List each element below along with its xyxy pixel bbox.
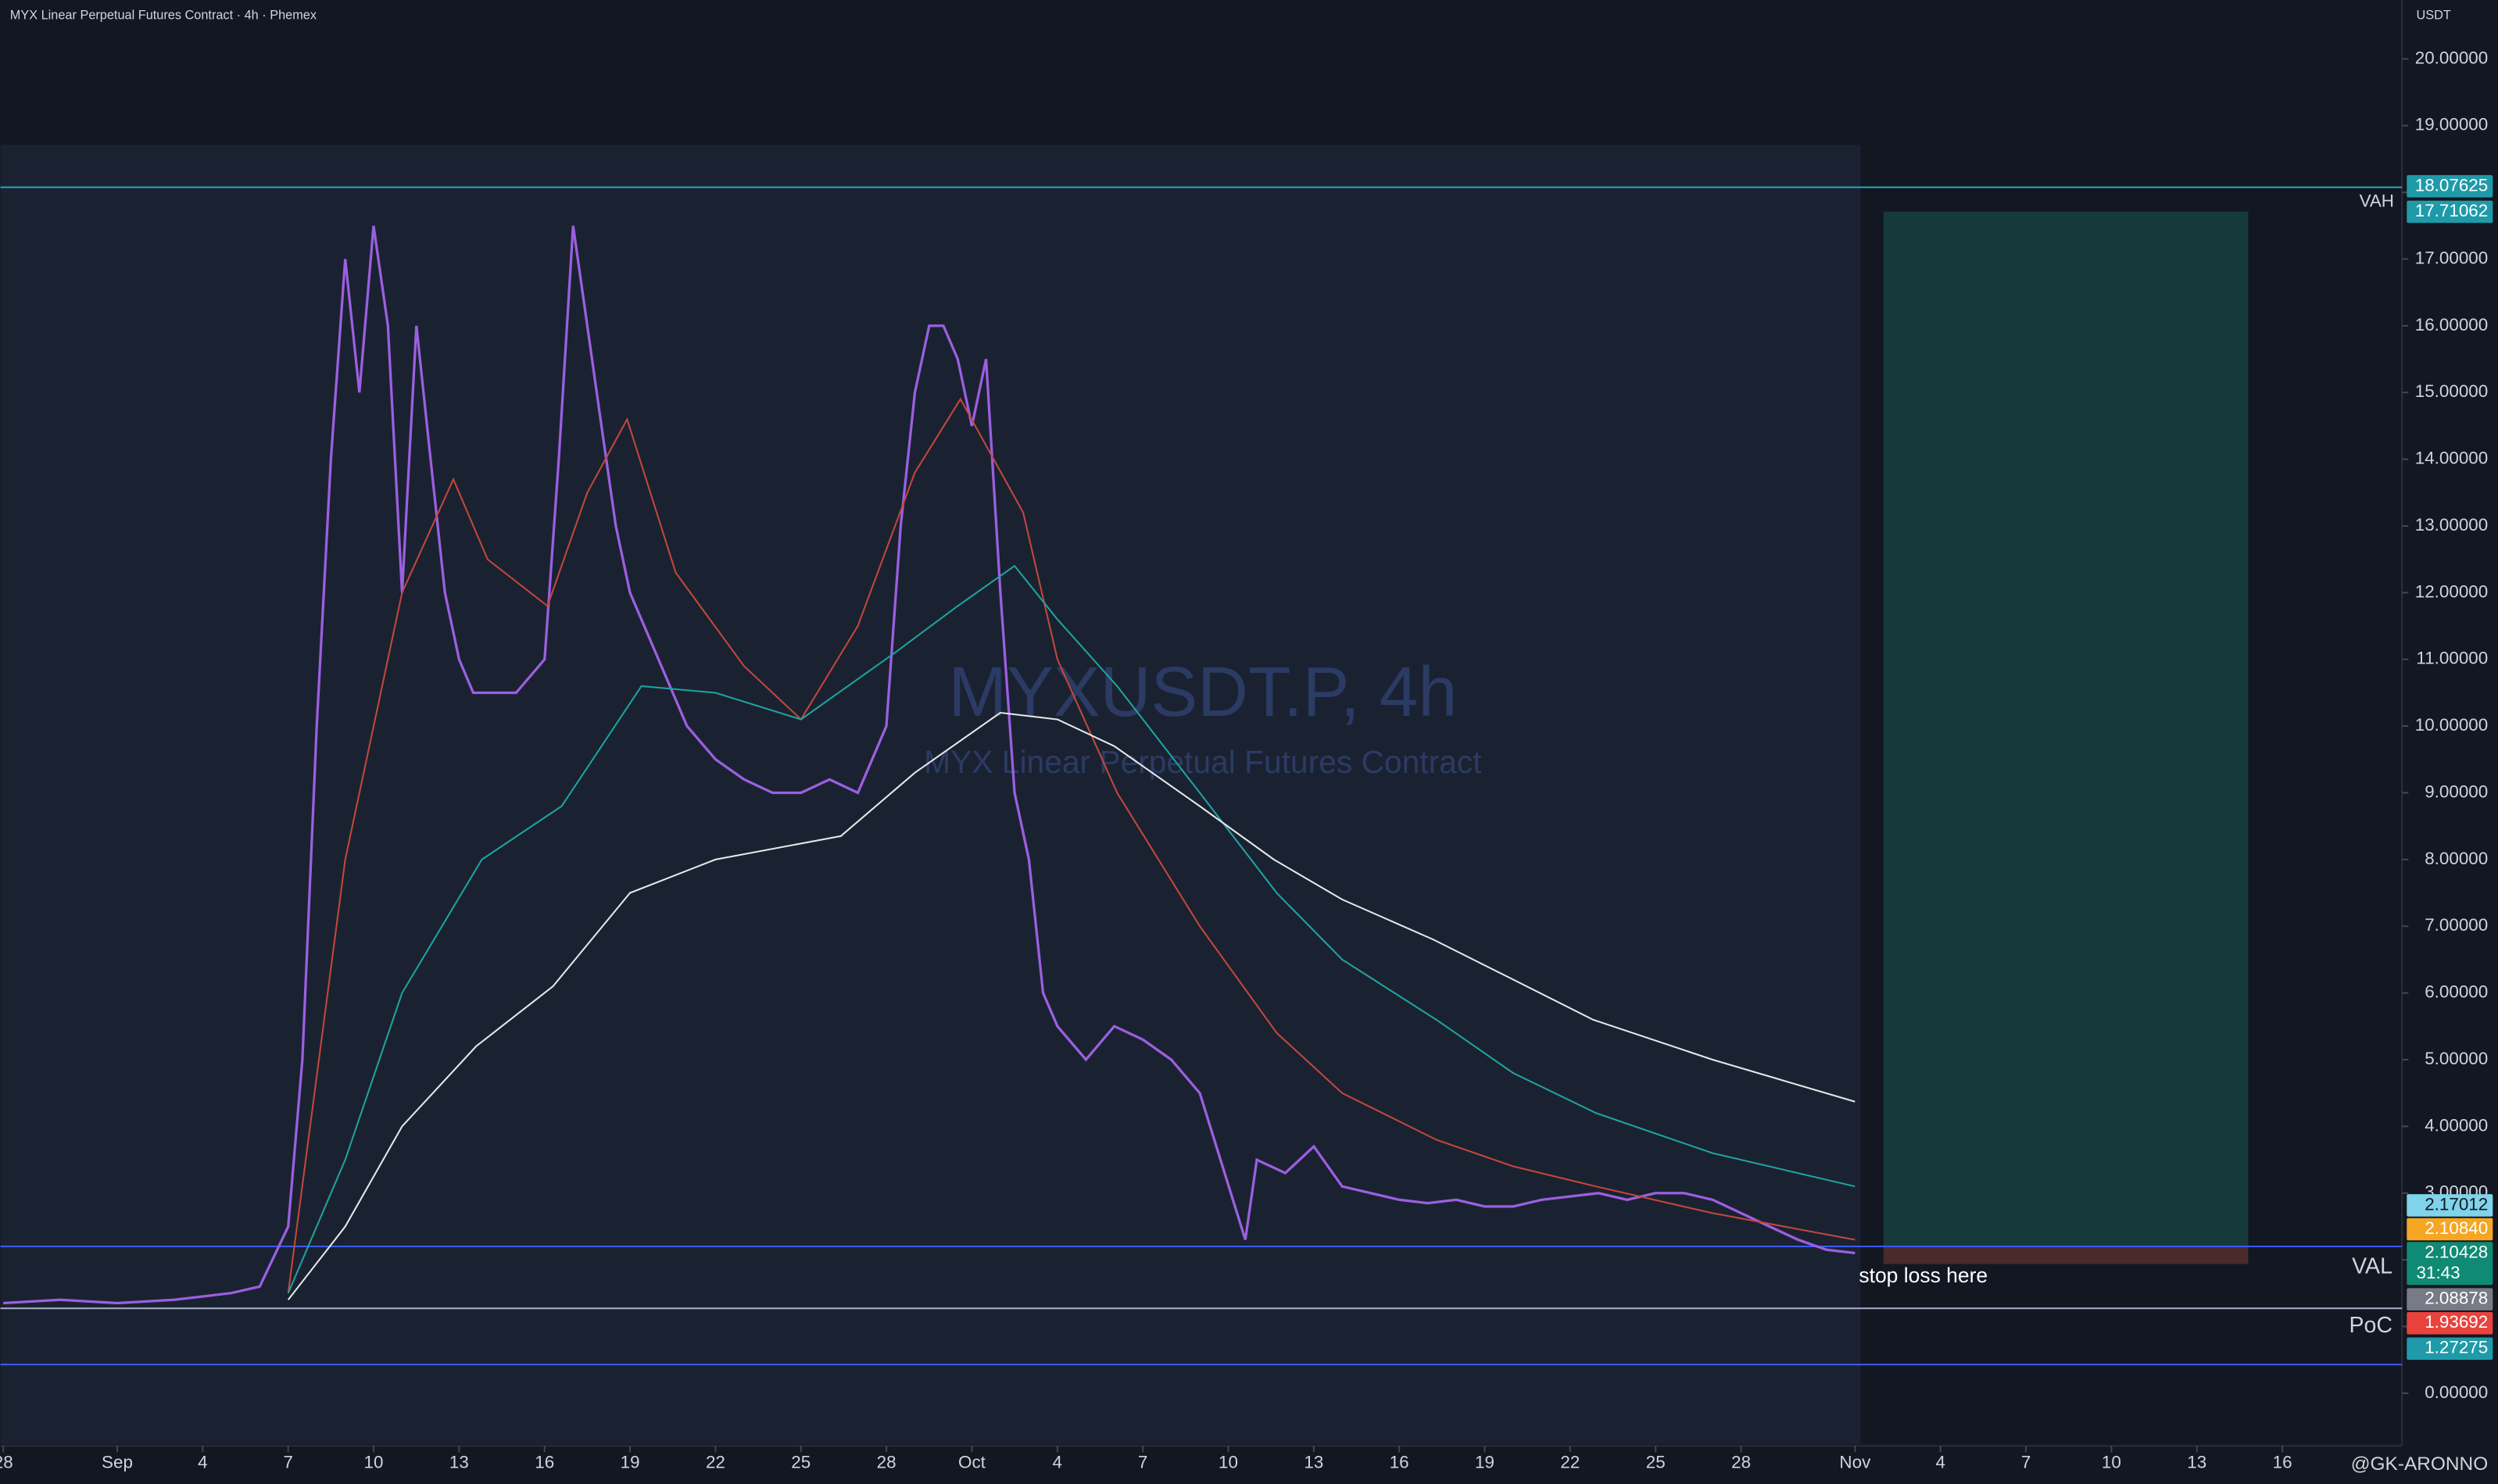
author: @GK-ARONNO <box>2351 1454 2489 1475</box>
price-line <box>3 225 1856 1305</box>
header: MYX Linear Perpetual Futures Contract · … <box>10 9 317 23</box>
x-tick-label: 10 <box>1219 1452 1238 1471</box>
x-tick-label: 7 <box>2021 1452 2031 1471</box>
watermark: MYXUSDT.P, 4h <box>948 653 1457 731</box>
price-tag-label: 2.08878 <box>2425 1289 2488 1308</box>
y-tick-label: 19.00000 <box>2415 115 2488 134</box>
y-tick-label: 6.00000 <box>2425 982 2488 1002</box>
y-tick-label: 14.00000 <box>2415 449 2488 468</box>
y-tick-label: 12.00000 <box>2415 581 2488 601</box>
x-tick-label: 4 <box>198 1452 207 1471</box>
profile-label: VAL <box>2352 1253 2392 1278</box>
y-tick-label: 15.00000 <box>2415 381 2488 401</box>
x-tick-label: Oct <box>958 1452 986 1471</box>
moving-average <box>287 564 1856 1294</box>
stop-zone <box>1883 1246 2249 1264</box>
price-tag <box>2407 1311 2493 1335</box>
price-tag-label: 2.17012 <box>2425 1194 2488 1214</box>
profile-label: PoC <box>2349 1313 2392 1338</box>
y-tick-label: 8.00000 <box>2425 849 2488 868</box>
y-tick-label: 5.00000 <box>2425 1049 2488 1068</box>
annotation: stop loss here <box>1859 1264 1988 1287</box>
price-tag <box>2407 175 2493 198</box>
x-tick-label: 28 <box>877 1452 896 1471</box>
price-tag <box>2407 1337 2493 1361</box>
x-tick-label: 13 <box>449 1452 469 1471</box>
y-tick-label: 17.00000 <box>2415 248 2488 267</box>
x-tick-label: 25 <box>791 1452 811 1471</box>
x-tick-label: Nov <box>1839 1452 1871 1471</box>
x-tick-label: 22 <box>1560 1452 1580 1471</box>
target-zone <box>1883 211 2249 1247</box>
x-tick-label: 4 <box>1935 1452 1945 1471</box>
x-tick-label: 25 <box>1646 1452 1666 1471</box>
x-tick-label: 4 <box>1053 1452 1062 1471</box>
currency: USDT <box>2417 9 2451 23</box>
x-tick-label: 22 <box>706 1452 725 1471</box>
watermark-subtitle: MYX Linear Perpetual Futures Contract <box>924 744 1482 780</box>
y-tick-label: 10.00000 <box>2415 715 2488 735</box>
price-tag <box>2407 200 2493 223</box>
y-tick-label: 16.00000 <box>2415 315 2488 334</box>
x-tick-label: 7 <box>283 1452 292 1471</box>
range-box <box>0 145 1861 1445</box>
x-tick-label: 19 <box>1475 1452 1494 1471</box>
price-tag-label: 1.27275 <box>2425 1338 2488 1357</box>
price-tag-label: 1.93692 <box>2425 1312 2488 1332</box>
x-tick-label: 7 <box>1138 1452 1147 1471</box>
x-tick-label: 13 <box>1304 1452 1323 1471</box>
y-tick-label: 0.00000 <box>2425 1382 2488 1402</box>
x-tick-label: 28 <box>0 1452 13 1471</box>
moving-average <box>287 711 1856 1300</box>
y-tick-label: 9.00000 <box>2425 781 2488 801</box>
y-tick-label: 20.00000 <box>2415 48 2488 67</box>
countdown: 31:43 <box>2417 1263 2460 1282</box>
price-tag-label: 17.71062 <box>2415 201 2488 220</box>
price-tag-label: 2.10428 <box>2425 1242 2488 1261</box>
price-tag <box>2407 1194 2493 1217</box>
x-tick-label: 19 <box>621 1452 640 1471</box>
price-tag-label: 18.07625 <box>2415 175 2488 195</box>
x-tick-label: Sep <box>102 1452 133 1471</box>
price-tag <box>2407 1288 2493 1311</box>
x-tick-label: 10 <box>2102 1452 2121 1471</box>
y-tick-label: 7.00000 <box>2425 915 2488 935</box>
y-tick-label: 13.00000 <box>2415 515 2488 535</box>
y-tick-label: 11.00000 <box>2416 649 2488 668</box>
x-tick-label: 13 <box>2187 1452 2206 1471</box>
profile-label: VAH <box>2360 191 2394 211</box>
moving-average <box>287 397 1856 1293</box>
price-tag <box>2407 1218 2493 1241</box>
x-tick-label: 16 <box>1390 1452 1409 1471</box>
x-tick-label: 10 <box>364 1452 384 1471</box>
price-tag-label: 2.10840 <box>2425 1218 2488 1238</box>
x-tick-label: 16 <box>535 1452 554 1471</box>
x-tick-label: 16 <box>2273 1452 2292 1471</box>
y-tick-label: 4.00000 <box>2425 1115 2488 1135</box>
x-tick-label: 28 <box>1731 1452 1751 1471</box>
price-tag <box>2407 1242 2493 1286</box>
